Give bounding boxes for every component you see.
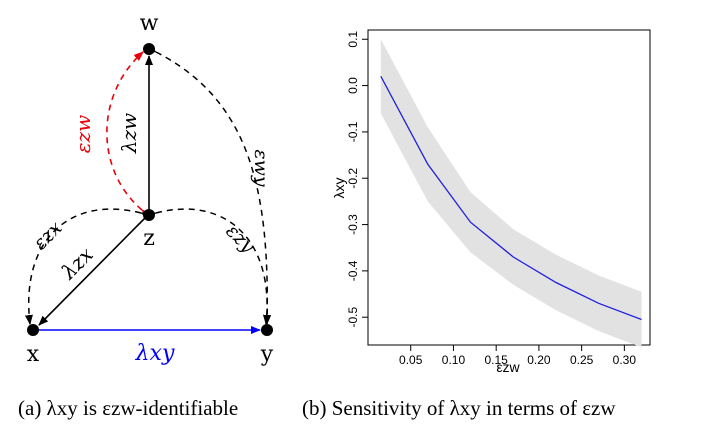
y-axis: 0.1 0.0 -0.1 -0.2 -0.3 -0.4 -0.5: [346, 31, 368, 328]
node-label-x: x: [27, 342, 40, 367]
label-eps-zw: εzw: [71, 115, 95, 153]
y-tick-label: 0.0: [346, 77, 360, 94]
label-lambda-xy: λxy: [135, 341, 175, 366]
y-tick-label: -0.2: [346, 168, 360, 189]
node-label-w: w: [140, 11, 159, 36]
edge-eps-zw: [106, 51, 152, 219]
panel-b-chart: 0.10.0-0.1-0.2-0.3-0.4-0.5 0.05 0.10 0.15 0…: [331, 29, 651, 375]
y-tick-label: -0.4: [346, 260, 360, 281]
node-w: [143, 43, 155, 55]
x-tick-label: 0.15: [485, 353, 509, 367]
y-tick-label: -0.3: [346, 214, 360, 235]
label-lambda-zw: λzw: [117, 113, 141, 154]
edge-eps-zy: [146, 208, 271, 325]
x-tick-label: 0.30: [613, 353, 637, 367]
caption-b: (b) Sensitivity of λxy in terms of εzw: [302, 396, 616, 420]
confidence-band: [380, 39, 642, 348]
caption-a: (a) λxy is εzw-identifiable: [18, 396, 239, 420]
y-axis-label: λxy: [331, 178, 347, 199]
x-tick-label: 0.20: [527, 353, 551, 367]
y-tick-label: -0.5: [346, 307, 360, 328]
label-lambda-zx: λzx: [56, 242, 98, 284]
y-tick-label: -0.1: [346, 121, 360, 142]
x-tick-label: 0.10: [442, 353, 466, 367]
node-y: [261, 324, 273, 336]
x-tick-label: 0.25: [570, 353, 594, 367]
series-line: [380, 75, 642, 321]
edge-eps-zx: [24, 208, 151, 325]
label-eps-zx: εzx: [29, 217, 67, 255]
y-tick-label: 0.1: [346, 31, 360, 48]
x-axis-label: εzw: [496, 359, 520, 375]
node-label-z: z: [143, 226, 155, 251]
panel-a-graph: w z x y λzw λzx λxy εzw εzx εzy εwy: [24, 11, 274, 367]
plot-frame: [367, 29, 651, 346]
x-axis: 0.05 0.10 0.15 0.20 0.25 0.30: [399, 345, 636, 367]
x-tick-label: 0.05: [399, 353, 423, 367]
node-x: [27, 324, 39, 336]
edge-eps-wy: [146, 44, 272, 325]
node-label-y: y: [260, 342, 274, 367]
label-eps-wy: εwy: [250, 149, 272, 186]
node-z: [143, 209, 155, 221]
label-eps-zy: εzy: [222, 220, 260, 258]
